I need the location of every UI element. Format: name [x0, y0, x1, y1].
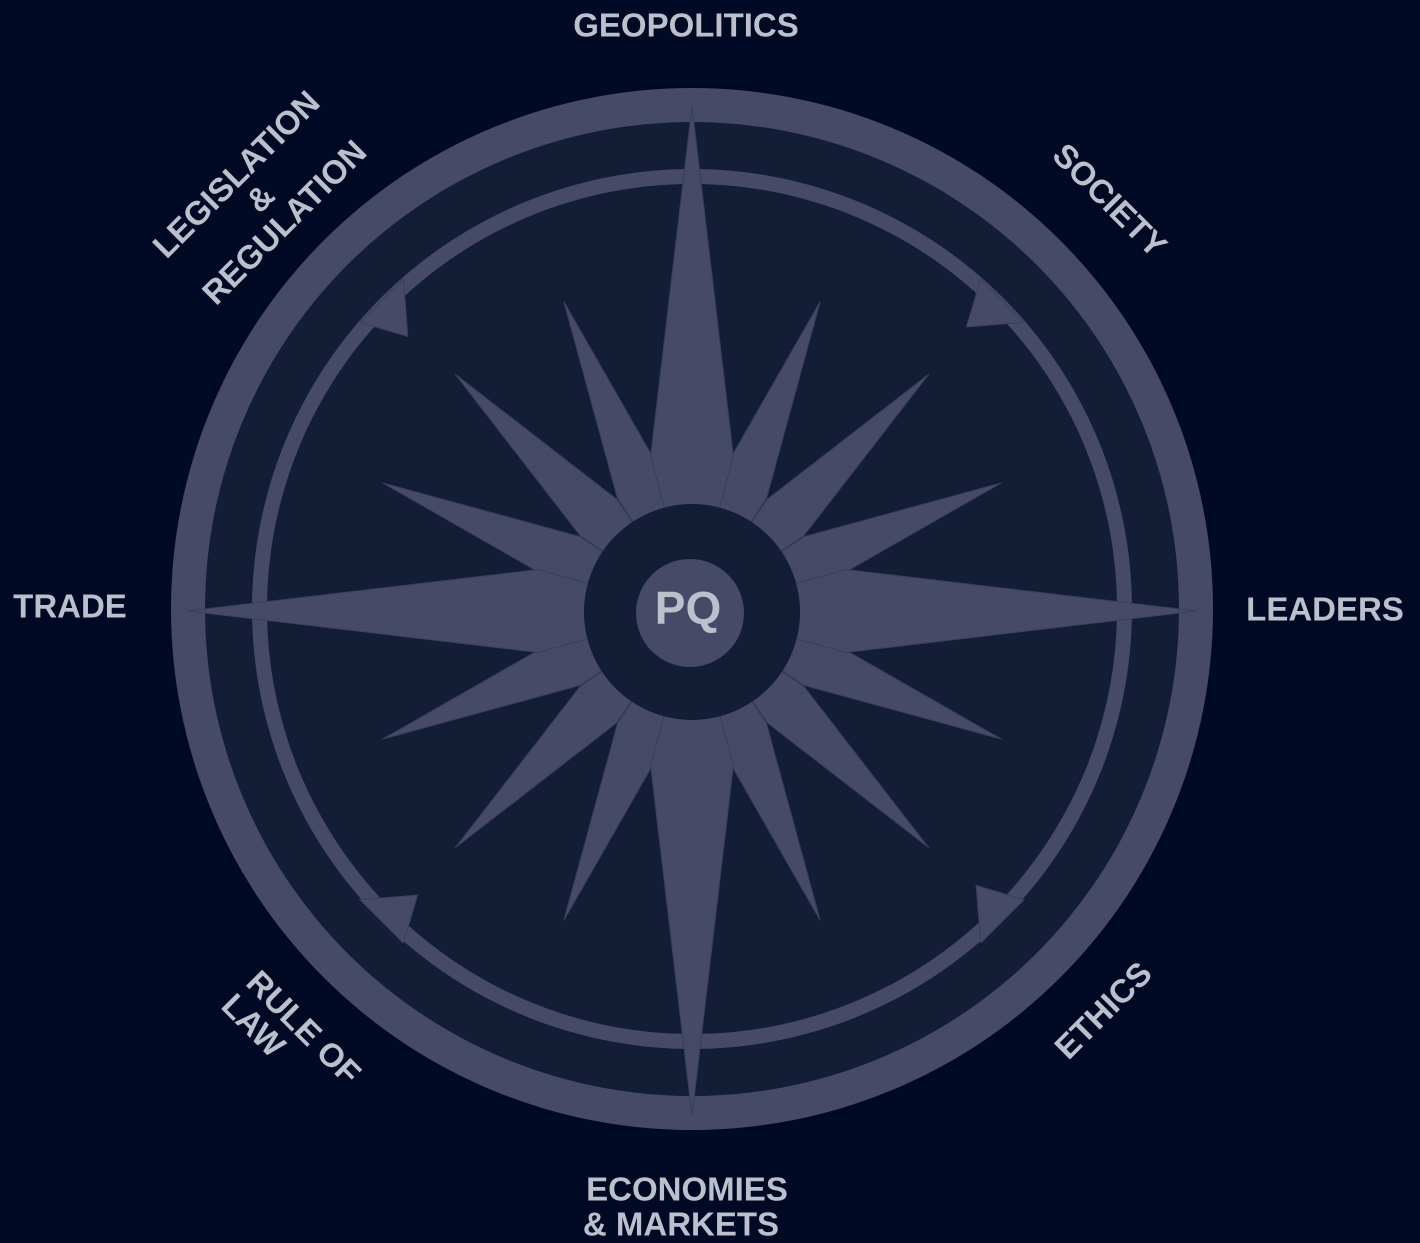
- node-label: ECONOMIES: [586, 1171, 788, 1208]
- node-label: & MARKETS: [583, 1206, 779, 1243]
- node-label: GEOPOLITICS: [573, 7, 799, 44]
- page: PQ GEOPOLITICS SOCIETY LEADERS ETHICS EC…: [0, 0, 1420, 1243]
- node-label: TRADE: [13, 588, 127, 625]
- center-label: PQ: [655, 582, 721, 634]
- compass-diagram: PQ GEOPOLITICS SOCIETY LEADERS ETHICS EC…: [0, 0, 1420, 1243]
- node-label: LEADERS: [1246, 591, 1404, 628]
